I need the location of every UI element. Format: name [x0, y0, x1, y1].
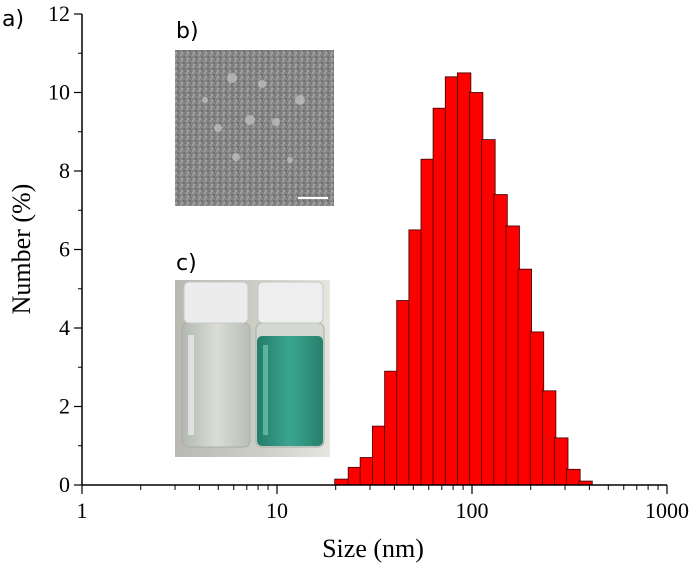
x-tick-label: 1: [77, 498, 88, 523]
y-tick-label: 0: [59, 472, 70, 497]
x-tick-label: 1000: [645, 498, 689, 523]
bar-14: [505, 225, 520, 486]
bar-9: [444, 76, 460, 486]
bar-0: [334, 478, 349, 486]
y-tick-label: 4: [59, 315, 70, 340]
y-tick-label: 2: [59, 394, 70, 419]
bar-6: [408, 229, 423, 486]
bar-11: [468, 92, 484, 486]
bar-10: [456, 72, 472, 486]
bar-15: [517, 268, 532, 486]
inset-vial-photo: [175, 280, 330, 457]
inset-sem-image: [175, 50, 334, 206]
bar-2: [359, 457, 375, 486]
bar-5: [396, 300, 411, 486]
panel-label-c: c): [176, 251, 197, 276]
histogram-bars: [334, 72, 593, 486]
y-tick-label: 12: [48, 1, 70, 26]
y-tick-label: 6: [59, 237, 70, 262]
bar-12: [481, 139, 496, 486]
x-ticks: 1 10 100 1000: [77, 485, 689, 523]
green-vial: [255, 281, 325, 448]
bar-13: [493, 194, 508, 486]
panel-label-b: b): [176, 19, 199, 44]
x-axis-title: Size (nm): [322, 534, 424, 563]
bar-1: [347, 466, 363, 486]
bar-18: [554, 437, 569, 486]
axes: [81, 14, 667, 486]
x-tick-label: 100: [456, 498, 489, 523]
bar-8: [432, 107, 447, 486]
bar-17: [541, 390, 557, 486]
y-tick-label: 8: [59, 158, 70, 183]
panel-label-a: a): [2, 7, 24, 32]
y-tick-label: 10: [48, 80, 70, 105]
bar-4: [384, 370, 399, 486]
x-tick-label: 10: [266, 498, 288, 523]
y-ticks: 0 2 4 6 8 10 12: [48, 1, 82, 497]
bar-3: [371, 425, 387, 486]
bar-19: [566, 468, 581, 486]
bar-16: [529, 331, 545, 486]
y-axis-title: Number (%): [7, 184, 36, 315]
clear-vial: [181, 281, 251, 448]
bar-7: [420, 158, 435, 486]
